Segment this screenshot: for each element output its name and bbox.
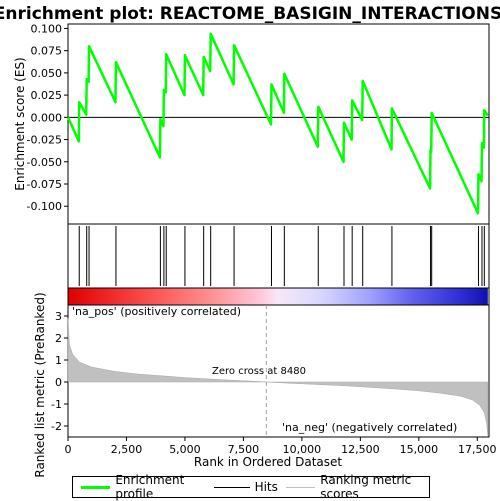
zero-cross-label: Zero cross at 8480 <box>212 366 306 377</box>
neg-correlated-label: 'na_neg' (negatively correlated) <box>282 421 457 434</box>
y-tick-label-metric: 2 <box>55 332 62 345</box>
enrichment-panel: 0.100 0.075 0.050 0.025 0.000 -0.025 -0.050 -0.… <box>27 22 490 225</box>
pos-correlated-label: 'na_pos' (positively correlated) <box>72 305 241 318</box>
enrichment-plot-frame <box>67 23 490 225</box>
legend-label-profile: Enrichment profile <box>115 473 185 501</box>
y-tick-label-es: -0.100 <box>27 200 62 213</box>
rank-bar-fill <box>68 288 488 305</box>
hits-panel <box>67 223 490 289</box>
x-axis-label: Rank in Ordered Dataset <box>194 455 342 469</box>
hits-frame <box>67 223 490 289</box>
y-tick-label-es: 0.075 <box>31 45 63 58</box>
y-tick-label-metric: -1 <box>51 398 62 411</box>
legend-label-hits: Hits <box>254 480 278 494</box>
y-tick-label-es: -0.025 <box>27 134 62 147</box>
y-axis-label-metric: Ranked list metric (PreRanked) <box>33 292 47 477</box>
y-tick-label-metric: -2 <box>51 420 62 433</box>
y-tick-label-es: 0.100 <box>31 22 63 35</box>
legend-swatch-profile <box>81 485 111 489</box>
y-axis-label-es: Enrichment score (ES) <box>13 57 27 190</box>
metric-panel: 'na_pos' (positively correlated) 'na_neg'… <box>51 304 497 456</box>
rank-color-bar <box>67 287 490 306</box>
y-tick-label-metric: 3 <box>55 310 62 323</box>
legend-item-metric: Ranking metric scores <box>285 473 429 501</box>
x-tick-label: 10,000 <box>283 443 322 456</box>
y-tick-label-es: 0.050 <box>31 67 63 80</box>
chart-title: Enrichment plot: REACTOME_BASIGIN_INTERA… <box>0 4 500 24</box>
x-tick-label: 12,500 <box>341 443 380 456</box>
x-tick-label: 17,500 <box>458 443 497 456</box>
x-tick-label: 7,500 <box>228 443 260 456</box>
enrichment-profile-line <box>66 32 489 215</box>
legend-swatch-metric <box>285 486 316 488</box>
legend-item-profile: Enrichment profile <box>81 473 206 501</box>
legend: Enrichment profile Hits Ranking metric s… <box>72 473 430 501</box>
x-tick-label: 0 <box>65 443 72 456</box>
metric-plot-frame <box>67 304 490 438</box>
y-tick-label-metric: 1 <box>55 354 62 367</box>
metric-area <box>67 318 489 436</box>
x-tick-label: 5,000 <box>169 443 201 456</box>
y-tick-label-es: 0.025 <box>31 89 63 102</box>
x-tick-label: 2,500 <box>111 443 143 456</box>
x-tick-label: 15,000 <box>400 443 439 456</box>
y-tick-label-metric: 0 <box>55 376 62 389</box>
legend-label-metric: Ranking metric scores <box>320 473 412 501</box>
y-tick-label-es: -0.050 <box>27 156 62 169</box>
y-tick-label-es: -0.075 <box>27 178 62 191</box>
legend-item-hits: Hits <box>213 480 278 494</box>
y-tick-label-es: 0.000 <box>31 111 63 124</box>
legend-swatch-hits <box>213 486 250 488</box>
